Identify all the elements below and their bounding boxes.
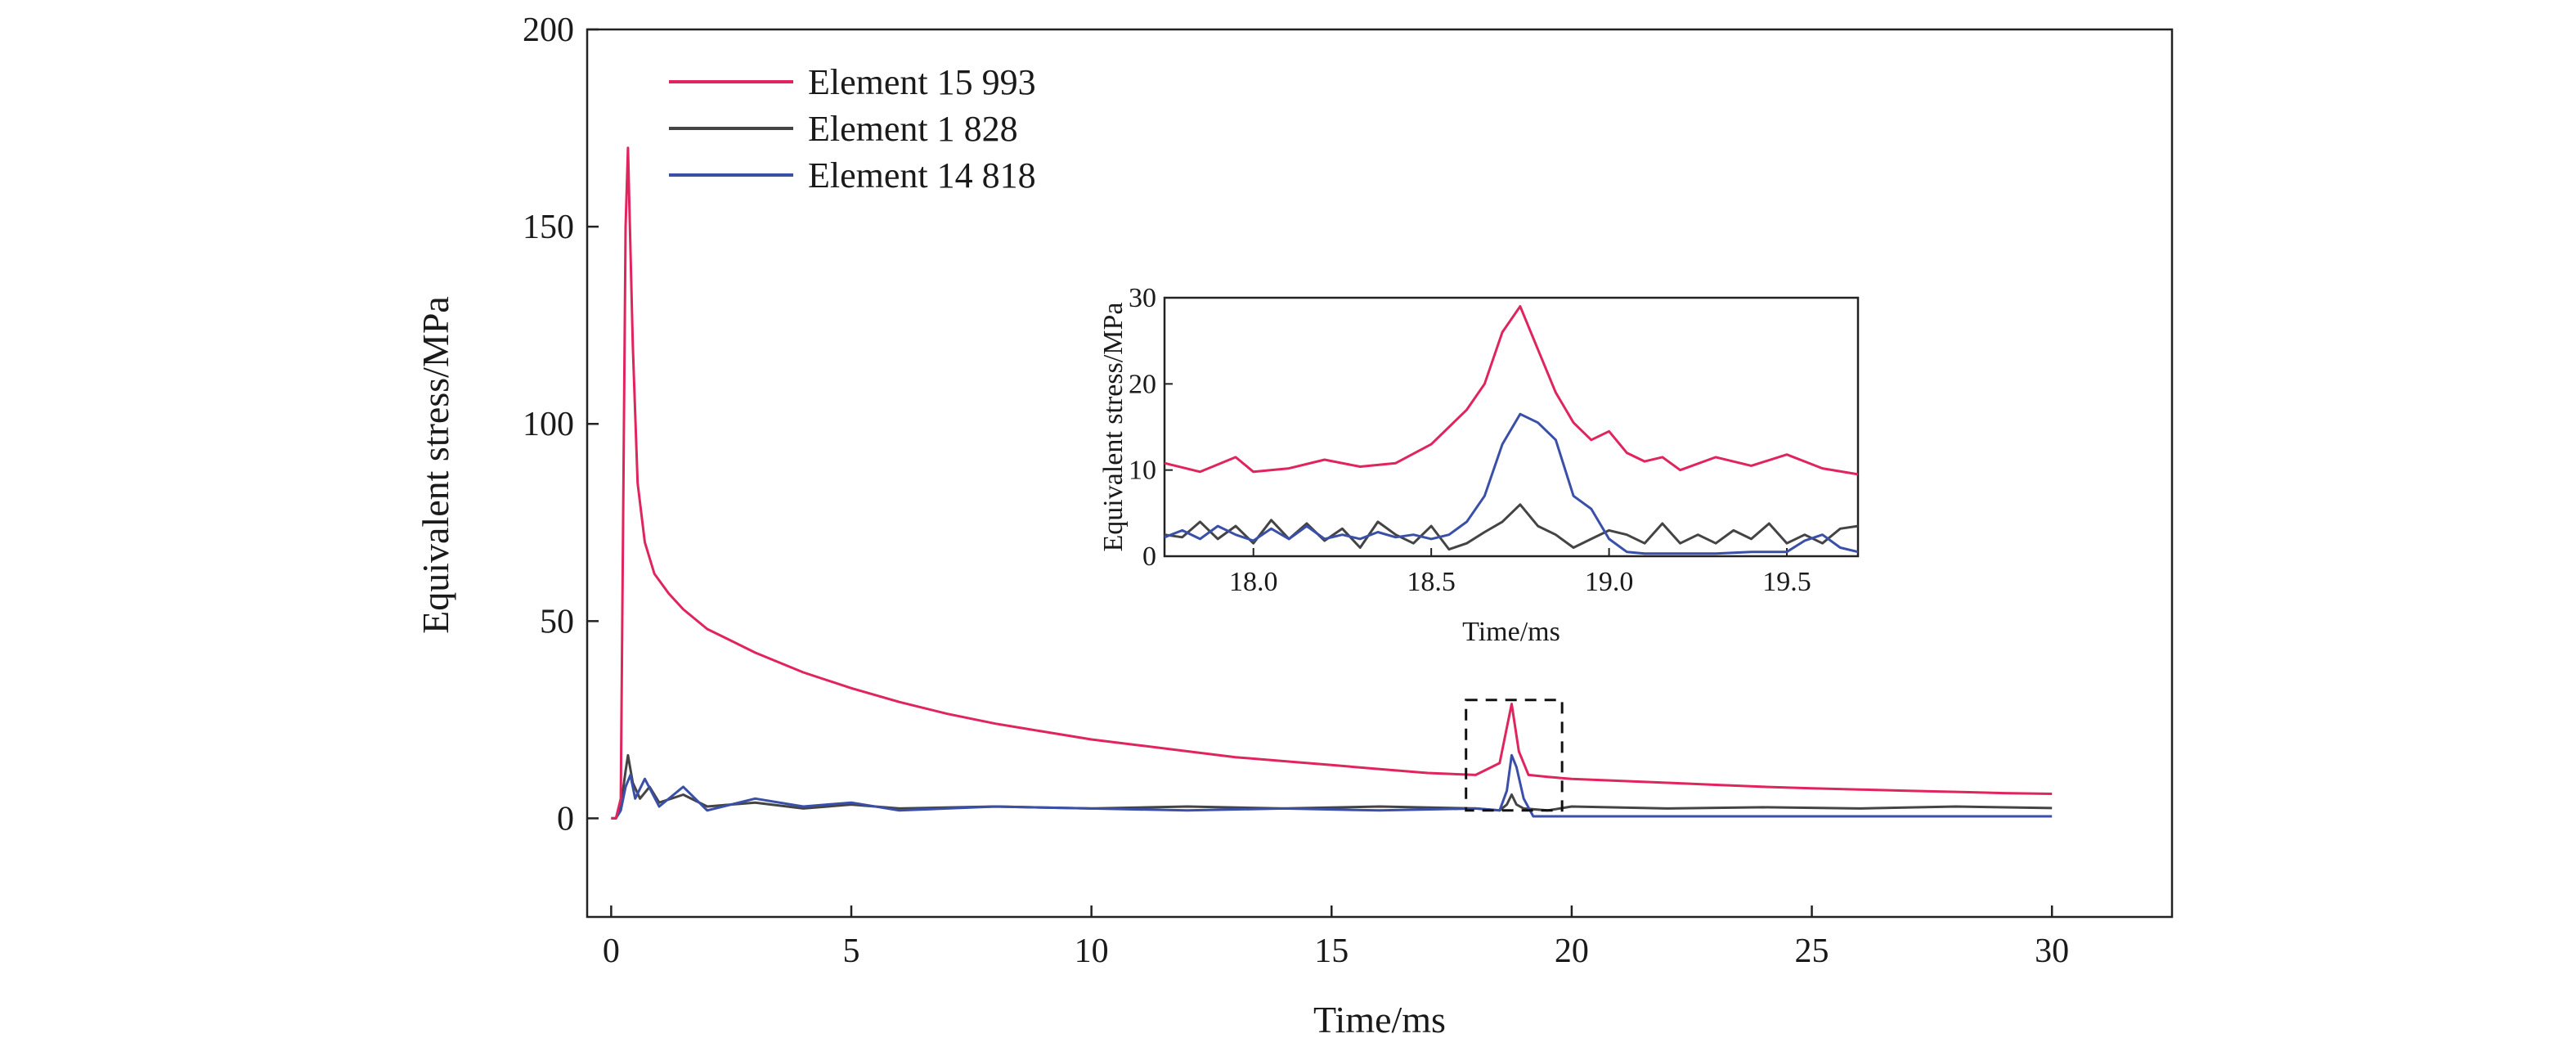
main-series-line-0 xyxy=(611,146,2053,820)
main-y-tick-label: 150 xyxy=(523,209,574,246)
inset-y-tick-label: 10 xyxy=(1129,456,1156,486)
inset-x-tick-label: 18.0 xyxy=(1229,567,1278,597)
main-x-axis-title: Time/ms xyxy=(1313,999,1446,1040)
main-x-tick-label: 30 xyxy=(2035,932,2069,970)
main-x-tick-label: 5 xyxy=(843,932,860,970)
main-y-tick-label: 50 xyxy=(540,603,574,640)
inset-chart: 18.0 18.5 19.0 19.5 0 10 20 30 Time/ms Equivalent… xyxy=(1098,283,1860,647)
inset-x-axis-title: Time/ms xyxy=(1462,617,1560,647)
legend-label-1: Element 1 828 xyxy=(808,109,1018,149)
inset-y-tick-label: 0 xyxy=(1142,541,1156,572)
zoom-region-box xyxy=(1465,699,1564,812)
main-x-tick-label: 25 xyxy=(1795,932,1829,970)
main-plot-frame xyxy=(586,28,2174,919)
main-x-tick-label: 0 xyxy=(603,932,620,970)
inset-series-line-1 xyxy=(1164,503,1859,551)
inset-x-tick-label: 19.5 xyxy=(1762,567,1811,597)
legend-label-2: Element 14 818 xyxy=(808,155,1036,195)
inset-x-tick-label: 19.0 xyxy=(1585,567,1634,597)
main-y-tick-label: 200 xyxy=(523,11,574,49)
main-chart: 0 5 10 15 20 25 30050100150200Time/msEquivalen… xyxy=(415,11,2174,1040)
main-y-axis-title: Equivalent stress/MPa xyxy=(415,296,456,634)
legend-label-0: Element 15 993 xyxy=(808,62,1036,102)
main-x-tick-label: 10 xyxy=(1075,932,1109,970)
main-x-tick-label: 15 xyxy=(1314,932,1349,970)
inset-y-tick-label: 20 xyxy=(1129,369,1156,399)
zoom-box xyxy=(1465,699,1564,812)
main-x-tick-label: 20 xyxy=(1555,932,1589,970)
inset-y-axis-title: Equivalent stress/MPa xyxy=(1098,302,1129,551)
inset-y-tick-label: 30 xyxy=(1129,283,1156,313)
main-series-line-2 xyxy=(611,753,2053,820)
main-y-tick-label: 100 xyxy=(523,406,574,443)
inset-series-line-0 xyxy=(1164,305,1859,476)
main-y-tick-label: 0 xyxy=(557,800,574,838)
inset-x-tick-label: 18.5 xyxy=(1407,567,1456,597)
legend: Element 15 993 Element 1 828 Element 14 81… xyxy=(669,62,1036,195)
inset-series-line-2 xyxy=(1164,412,1859,555)
